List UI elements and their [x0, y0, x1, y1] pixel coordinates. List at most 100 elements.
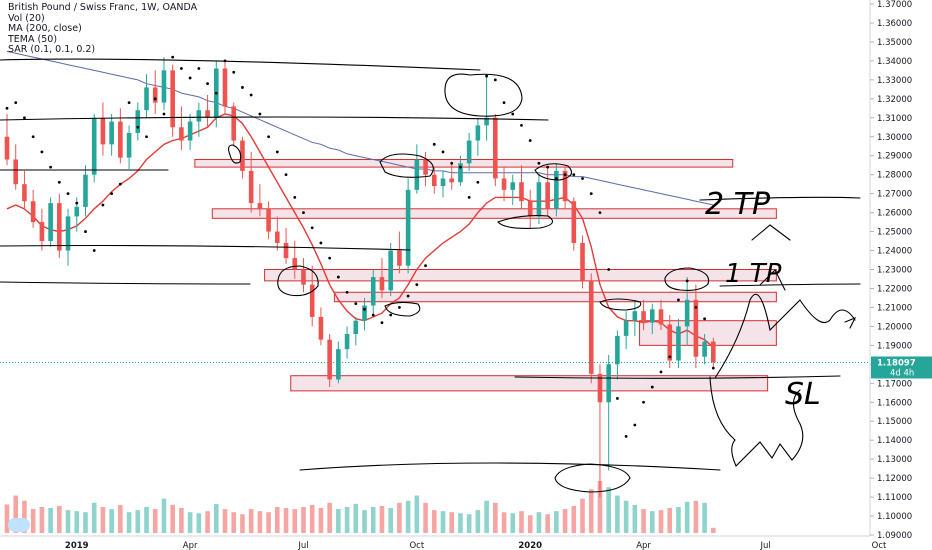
candle-body: [615, 335, 620, 365]
volume-bar: [623, 500, 629, 533]
y-tick-label: 1.28000: [877, 171, 912, 181]
volume-bar: [440, 511, 446, 533]
y-tick-label: 1.36000: [877, 19, 912, 29]
volume-bar: [152, 509, 158, 533]
trend-line-lower: [0, 281, 251, 285]
y-tick-label: 1.31000: [877, 114, 912, 124]
sr-zone: [290, 375, 769, 392]
volume-bar: [187, 512, 193, 533]
volume-bar: [562, 509, 568, 533]
y-tick-label: 1.25000: [877, 228, 912, 238]
candle-body: [248, 170, 254, 204]
candle-body: [161, 70, 167, 103]
candle-body: [684, 299, 690, 327]
sar-dot: [354, 302, 358, 306]
candle-body: [48, 203, 53, 242]
candle-body: [379, 277, 385, 291]
sar-dot: [249, 93, 253, 97]
candle-body: [466, 140, 472, 164]
candle-body: [431, 174, 437, 187]
volume-bar: [30, 509, 36, 533]
volume-bar: [484, 500, 489, 533]
sar-dot: [14, 101, 18, 105]
sar-dot: [546, 165, 550, 169]
volume-bar: [667, 508, 673, 533]
volume-bar: [309, 504, 315, 533]
sar-dot: [694, 306, 698, 309]
y-tick-label: 1.12000: [877, 474, 912, 484]
candle-body: [580, 242, 585, 281]
x-tick-label: Apr: [183, 541, 198, 550]
candle-body: [231, 106, 237, 141]
volume-bar: [4, 504, 10, 533]
x-tick-label: Jul: [297, 541, 308, 550]
candle-body: [353, 320, 359, 334]
volume-bar: [475, 510, 481, 533]
sar-dot: [293, 196, 297, 199]
sar-dot: [328, 256, 332, 260]
sar-dot: [380, 321, 384, 324]
candle-body: [22, 184, 27, 202]
candle-body: [632, 311, 638, 321]
sar-dot: [49, 165, 52, 169]
volume-bar: [336, 509, 341, 533]
volume-bar: [144, 507, 149, 533]
candle-body: [536, 182, 542, 217]
candle-body: [510, 182, 516, 190]
candle-body: [658, 309, 664, 325]
volume-bar: [510, 513, 516, 533]
sar-dot: [75, 201, 79, 205]
volume-bar: [536, 512, 542, 533]
circle-oct: [379, 153, 434, 178]
candle-body: [74, 206, 80, 217]
sar-dot: [319, 241, 323, 245]
sar-dot: [633, 423, 637, 427]
volume-bar: [248, 509, 254, 533]
candle-body: [597, 373, 603, 403]
y-tick-label: 1.11000: [877, 493, 912, 503]
candle-body: [109, 121, 114, 145]
sar-dot: [23, 116, 26, 120]
y-tick-label: 1.19000: [877, 341, 912, 351]
candle-body: [57, 203, 62, 251]
candle-body: [327, 339, 332, 380]
sar-dot: [459, 165, 462, 169]
legend-vol: Vol (20): [8, 12, 45, 24]
price-tag: [871, 356, 932, 379]
x-tick-label: Oct: [872, 541, 887, 550]
candle-body: [13, 159, 19, 185]
candle-body: [554, 170, 559, 209]
sar-dot: [241, 86, 244, 89]
volume-bar: [449, 512, 455, 533]
volume-bar: [126, 512, 132, 533]
sar-dot: [57, 180, 61, 184]
volume-bar: [170, 504, 175, 533]
sar-dot: [232, 70, 236, 74]
candle-body: [458, 163, 463, 183]
y-tick-label: 1.17000: [877, 379, 912, 389]
volume-bar: [196, 513, 202, 533]
sar-dot: [92, 249, 96, 252]
volume-bar: [13, 495, 19, 533]
volume-bar: [693, 500, 699, 533]
volume-bar: [48, 508, 53, 533]
candle-body: [484, 117, 489, 126]
sar-dot: [554, 177, 558, 180]
volume-bar: [571, 505, 577, 533]
candle-body: [344, 333, 350, 350]
candle-body: [711, 341, 716, 363]
sar-dot: [31, 135, 35, 139]
tradingview-logo[interactable]: [8, 518, 30, 532]
candle-body: [240, 140, 245, 171]
volume-bar: [179, 508, 184, 533]
sar-dot: [5, 106, 9, 110]
y-tick-label: 1.26000: [877, 209, 912, 219]
x-tick-label: Oct: [409, 541, 424, 550]
candle-body: [449, 178, 455, 183]
candle-body: [388, 250, 393, 291]
sar-dot: [302, 211, 305, 215]
trend-line-top: [0, 58, 481, 71]
volume-bar: [344, 507, 350, 533]
